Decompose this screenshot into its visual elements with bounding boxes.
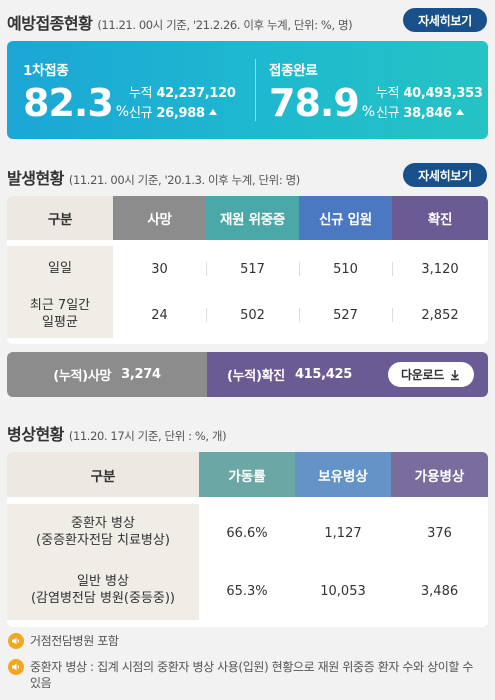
footnote: 중환자 병상 : 집계 시점의 중환자 병상 사용(입원) 현황으로 재원 위중… [8, 659, 488, 691]
header-new-admission: 신규 입원 [299, 196, 392, 240]
header-occupancy: 가동률 [199, 452, 295, 497]
beds-header: 병상현황 (11.20. 17시 기준, 단위 : %, 개) [7, 421, 227, 445]
beds-note: (11.20. 17시 기준, 단위 : %, 개) [68, 429, 227, 443]
cell-death: 30 [151, 261, 168, 277]
vaccination-header: 예방접종현황 (11.21. 00시 기준, '21.2.26. 이후 누계, … [7, 10, 353, 34]
vaccination-title: 예방접종현황 [7, 14, 93, 33]
row-label: 최근 7일간 일평균 [7, 292, 113, 338]
occurrence-note: (11.21. 00시 기준, '20.1.3. 이후 누계, 단위: 명) [68, 173, 300, 187]
speaker-icon [8, 633, 24, 649]
occurrence-more-button[interactable]: 자세히보기 [403, 163, 487, 187]
vaccination-divider [255, 59, 256, 121]
header-owned-beds: 보유병상 [295, 452, 391, 497]
table-row: 중환자 병상 (중증환자전담 치료병상) 66.6% 1,127 376 [7, 504, 488, 562]
cell-severe: 517 [206, 262, 299, 277]
increase-arrow-icon [208, 109, 217, 115]
beds-table-header: 구분 가동률 보유병상 가용병상 [7, 452, 488, 497]
complete-rate: 78.9% [269, 81, 375, 125]
cell-available-beds: 3,486 [420, 583, 459, 599]
first-dose-label: 1차접종 [23, 63, 69, 79]
occurrence-table-header: 구분 사망 재원 위중증 신규 입원 확진 [7, 196, 488, 240]
beds-table: 구분 가동률 보유병상 가용병상 중환자 병상 (중증환자전담 치료병상) 66… [7, 452, 488, 627]
cell-available-beds: 376 [427, 525, 452, 541]
cell-severe: 502 [206, 308, 299, 323]
vaccination-note: (11.21. 00시 기준, '21.2.26. 이후 누계, 단위: %, … [97, 18, 353, 32]
row-label: 일반 병상 (감염병전담 병원(중등중)) [7, 562, 199, 620]
header-gubun: 구분 [7, 196, 113, 240]
download-button[interactable]: 다운로드 [388, 362, 474, 387]
vaccination-more-button[interactable]: 자세히보기 [403, 8, 487, 32]
cumulative-bar: (누적)사망 3,274 (누적)확진 415,425 다운로드 [7, 352, 488, 397]
complete-new: 신규 38,846 [376, 102, 464, 121]
footnote-text: 중환자 병상 : 집계 시점의 중환자 병상 사용(입원) 현황으로 재원 위중… [30, 660, 474, 690]
cell-owned-beds: 10,053 [320, 583, 366, 599]
occurrence-table: 구분 사망 재원 위중증 신규 입원 확진 일일 30 517 510 3,12… [7, 196, 488, 344]
footnote: 거점전담병원 포함 [8, 633, 488, 649]
cell-confirmed: 2,852 [392, 308, 488, 323]
row-label: 일일 [7, 246, 113, 292]
cumulative-confirmed: (누적)확진 415,425 다운로드 [207, 352, 488, 397]
table-row: 일반 병상 (감염병전담 병원(중등중)) 65.3% 10,053 3,486 [7, 562, 488, 620]
footnote-text: 거점전담병원 포함 [30, 634, 119, 648]
cell-occupancy: 65.3% [226, 583, 268, 599]
header-gubun: 구분 [7, 452, 199, 497]
cumulative-death: (누적)사망 3,274 [7, 352, 207, 397]
cell-confirmed: 3,120 [392, 262, 488, 277]
increase-arrow-icon [455, 109, 464, 115]
header-death: 사망 [113, 196, 206, 240]
download-icon [450, 369, 459, 380]
cell-new-admission: 527 [299, 308, 392, 323]
cell-owned-beds: 1,127 [324, 525, 362, 541]
header-confirmed: 확진 [392, 196, 488, 240]
header-severe: 재원 위중증 [206, 196, 299, 240]
occurrence-title: 발생현황 [7, 169, 64, 188]
table-row: 최근 7일간 일평균 24 502 527 2,852 [7, 292, 488, 338]
table-row: 일일 30 517 510 3,120 [7, 246, 488, 292]
cell-occupancy: 66.6% [226, 525, 268, 541]
complete-block: 접종완료 78.9% 누적 40,493,353 신규 38,846 [256, 41, 488, 139]
row-label: 중환자 병상 (중증환자전담 치료병상) [7, 504, 199, 562]
first-dose-rate: 82.3% [23, 81, 129, 125]
occurrence-header: 발생현황 (11.21. 00시 기준, '20.1.3. 이후 누계, 단위:… [7, 165, 300, 189]
first-dose-new: 신규 26,988 [129, 102, 217, 121]
complete-cumulative: 누적 40,493,353 [376, 86, 483, 101]
cell-death: 24 [151, 307, 168, 323]
first-dose-block: 1차접종 82.3% 누적 42,237,120 신규 26,988 [7, 41, 255, 139]
vaccination-panel: 1차접종 82.3% 누적 42,237,120 신규 26,988 접종완료 78… [7, 41, 488, 139]
complete-label: 접종완료 [269, 63, 318, 79]
beds-title: 병상현황 [7, 425, 64, 444]
cell-new-admission: 510 [299, 262, 392, 277]
header-available-beds: 가용병상 [391, 452, 488, 497]
speaker-icon [8, 659, 24, 675]
first-dose-cumulative: 누적 42,237,120 [129, 86, 236, 101]
